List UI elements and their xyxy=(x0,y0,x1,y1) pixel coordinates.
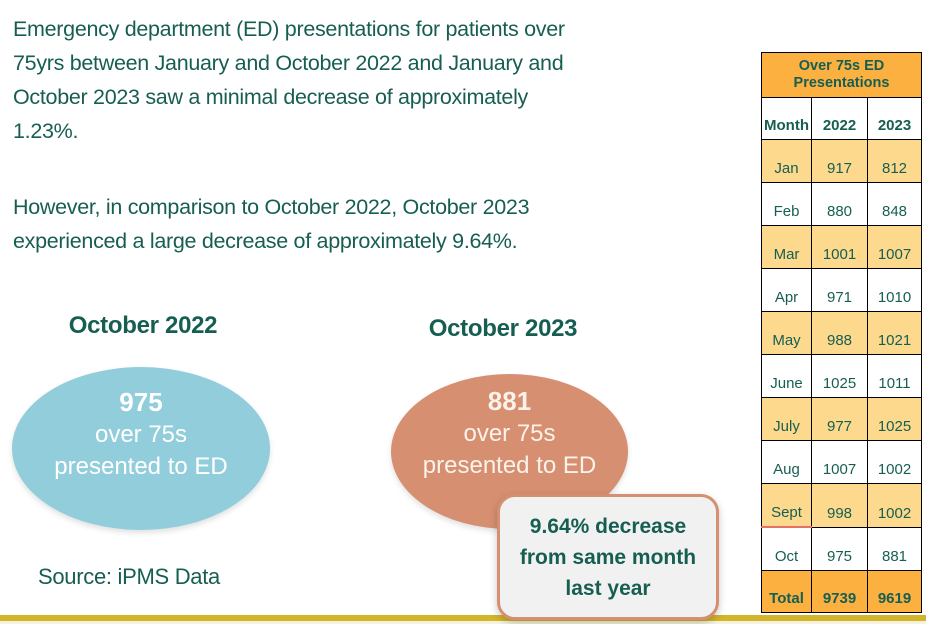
column-header-2023: 2023 xyxy=(867,97,922,140)
value-2022-cell: 880 xyxy=(811,182,868,226)
month-cell: June xyxy=(761,354,812,398)
value-2022-cell: 1025 xyxy=(811,354,868,398)
table-title: Over 75s ED Presentations xyxy=(761,52,922,98)
table-row: Apr 971 1010 xyxy=(761,268,922,312)
value-2022-cell: 1007 xyxy=(811,440,868,484)
value-2023-cell: 848 xyxy=(867,182,922,226)
oct-2023-caption-line-2: presented to ED xyxy=(422,452,597,479)
month-cell: Aug xyxy=(761,440,812,484)
value-2022-cell: 998 xyxy=(811,483,868,528)
column-header-month: Month xyxy=(761,97,812,140)
value-2022-cell: 988 xyxy=(811,311,868,355)
oct-2022-value: 975 xyxy=(119,387,163,417)
intro-text-block: Emergency department (ED) presentations … xyxy=(13,12,565,258)
slide-bottom-accent-bar xyxy=(0,615,926,621)
value-2022-cell: 977 xyxy=(811,397,868,441)
value-2023-cell: 1025 xyxy=(867,397,922,441)
source-note: Source: iPMS Data xyxy=(38,564,220,589)
value-2022-cell: 975 xyxy=(811,526,868,571)
decrease-callout-text: 9.64% decrease from same month last year xyxy=(519,514,697,600)
october-2022-heading: October 2022 xyxy=(68,312,218,339)
month-cell: Jan xyxy=(761,139,812,183)
table-row: Feb 880 848 xyxy=(761,182,922,226)
value-2023-cell: 1010 xyxy=(867,268,922,312)
month-cell: Mar xyxy=(761,225,812,269)
oct-2023-caption-line-1: over 75s xyxy=(463,420,556,447)
slide-bottom-strip xyxy=(0,621,926,624)
oct-2022-caption-line-1: over 75s xyxy=(94,421,188,448)
month-cell: Sept xyxy=(761,483,812,528)
month-cell: Feb xyxy=(761,182,812,226)
table-row: Mar 1001 1007 xyxy=(761,225,922,269)
table-row: June 1025 1011 xyxy=(761,354,922,398)
month-cell: May xyxy=(761,311,812,355)
oct-2023-value: 881 xyxy=(487,386,532,416)
column-header-2022: 2022 xyxy=(811,97,868,140)
table-row: Sept 998 1002 xyxy=(761,483,922,528)
value-2022-cell: 971 xyxy=(811,268,868,312)
total-label-cell: Total xyxy=(761,570,812,613)
month-cell: Apr xyxy=(761,268,812,312)
month-cell: Oct xyxy=(761,526,812,571)
value-2022-cell: 1001 xyxy=(811,225,868,269)
value-2023-cell: 812 xyxy=(867,139,922,183)
value-2023-cell: 1011 xyxy=(867,354,922,398)
month-cell: July xyxy=(761,397,812,441)
intro-paragraph-1: Emergency department (ED) presentations … xyxy=(13,17,565,143)
table-row: Oct 975 881 xyxy=(761,526,922,571)
table-row: July 977 1025 xyxy=(761,397,922,441)
table-row: May 988 1021 xyxy=(761,311,922,355)
table-header-row: Month 2022 2023 xyxy=(761,97,922,140)
value-2023-cell: 1007 xyxy=(867,225,922,269)
table-total-row: Total 9739 9619 xyxy=(761,570,922,613)
oct-2022-ellipse: 975 over 75s presented to ED xyxy=(12,367,270,530)
value-2023-cell: 1021 xyxy=(867,311,922,355)
total-2023-cell: 9619 xyxy=(867,570,922,613)
table-row: Aug 1007 1002 xyxy=(761,440,922,484)
intro-paragraph-2: However, in comparison to October 2022, … xyxy=(13,195,530,253)
value-2023-cell: 881 xyxy=(867,526,922,571)
oct-2022-caption-line-2: presented to ED xyxy=(54,453,228,480)
total-2022-cell: 9739 xyxy=(811,570,868,613)
decrease-callout: 9.64% decrease from same month last year xyxy=(497,494,719,620)
value-2023-cell: 1002 xyxy=(867,440,922,484)
value-2022-cell: 917 xyxy=(811,139,868,183)
october-2023-heading: October 2023 xyxy=(428,315,578,342)
table-row: Jan 917 812 xyxy=(761,139,922,183)
over-75s-ed-presentations-table: Over 75s ED Presentations Month 2022 202… xyxy=(761,52,922,613)
value-2023-cell: 1002 xyxy=(867,483,922,528)
table-title-row: Over 75s ED Presentations xyxy=(761,52,922,98)
